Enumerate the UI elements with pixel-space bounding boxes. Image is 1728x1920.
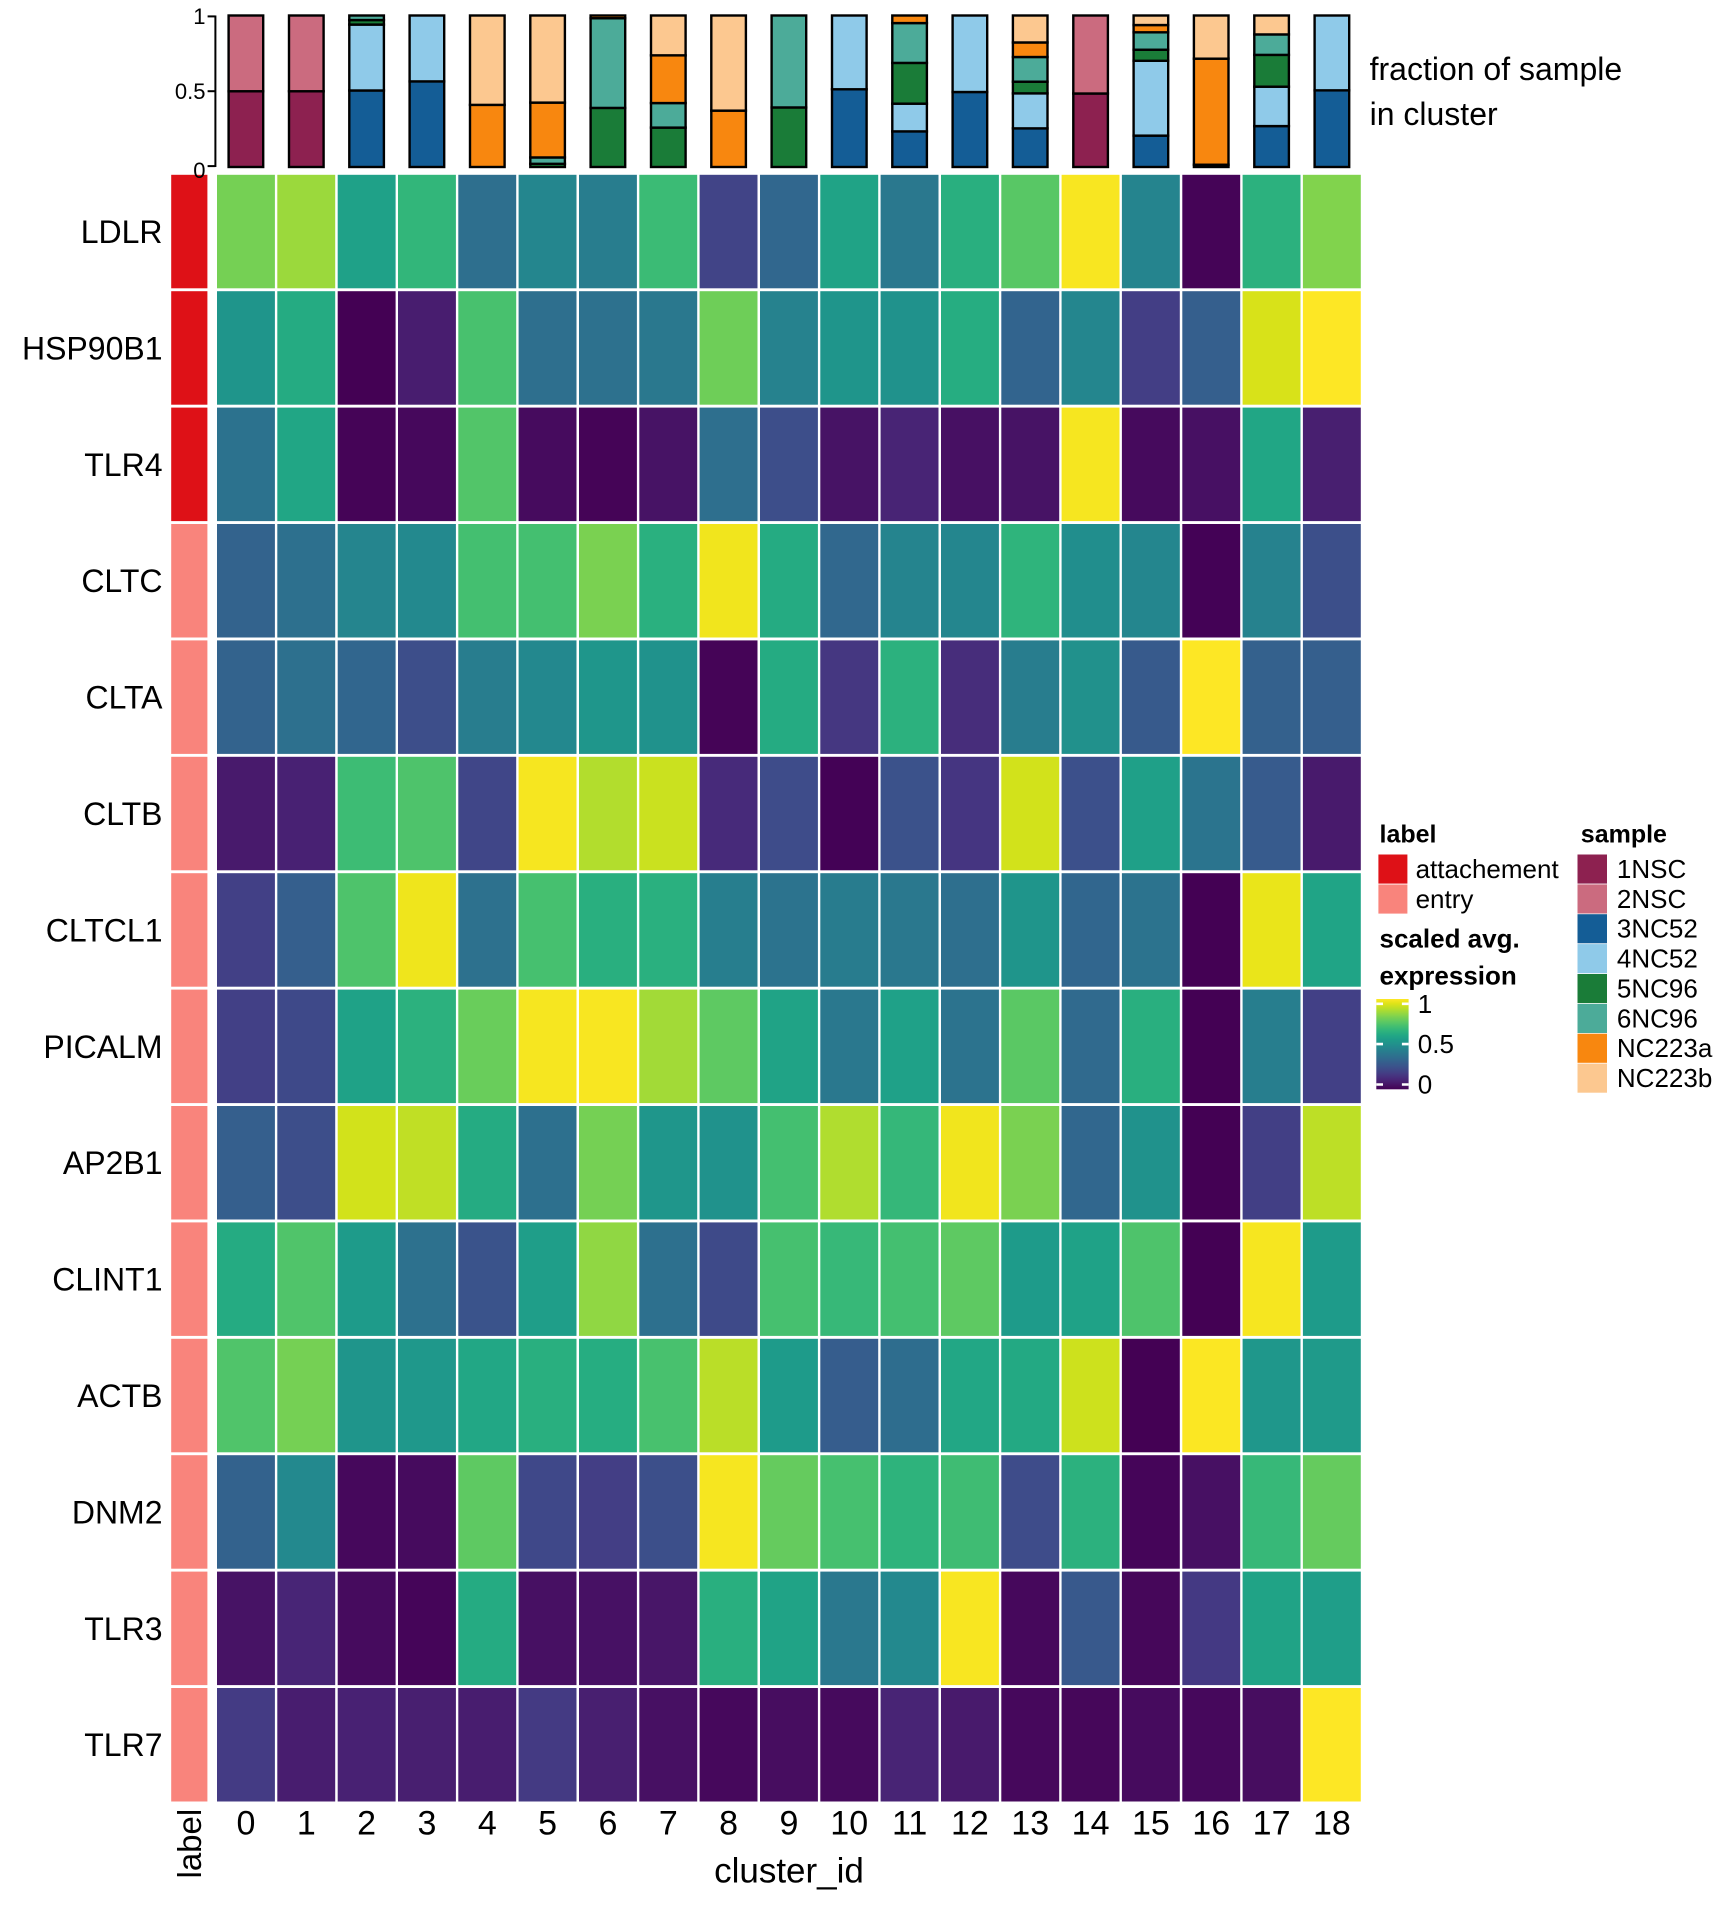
svg-text:3: 3 (417, 1805, 436, 1843)
svg-text:LDLR: LDLR (81, 214, 163, 250)
svg-text:17: 17 (1253, 1805, 1291, 1843)
svg-text:18: 18 (1313, 1805, 1351, 1843)
svg-text:scaled avg.: scaled avg. (1380, 924, 1520, 954)
svg-text:11: 11 (892, 1805, 927, 1843)
svg-text:1NSC: 1NSC (1617, 854, 1686, 884)
svg-text:3NC52: 3NC52 (1617, 914, 1698, 944)
svg-text:7: 7 (659, 1805, 678, 1843)
svg-text:9: 9 (779, 1805, 798, 1843)
svg-text:TLR7: TLR7 (84, 1727, 162, 1763)
svg-text:5NC96: 5NC96 (1617, 974, 1698, 1004)
svg-text:sample: sample (1581, 821, 1667, 849)
svg-text:in cluster: in cluster (1370, 96, 1498, 132)
svg-text:8: 8 (719, 1805, 738, 1843)
svg-text:ACTB: ACTB (77, 1378, 162, 1414)
svg-text:0.5: 0.5 (175, 79, 206, 104)
svg-text:attachement: attachement (1416, 854, 1560, 884)
svg-text:fraction of sample: fraction of sample (1370, 51, 1623, 87)
svg-text:2NSC: 2NSC (1617, 884, 1686, 914)
svg-text:AP2B1: AP2B1 (63, 1145, 163, 1181)
svg-text:0: 0 (1418, 1070, 1432, 1100)
svg-text:6NC96: 6NC96 (1617, 1003, 1698, 1033)
svg-text:CLINT1: CLINT1 (52, 1262, 162, 1298)
svg-text:CLTCL1: CLTCL1 (46, 913, 163, 949)
svg-text:4: 4 (478, 1805, 497, 1843)
svg-text:HSP90B1: HSP90B1 (22, 331, 163, 367)
svg-text:12: 12 (951, 1805, 989, 1843)
svg-text:label: label (171, 1809, 208, 1879)
svg-text:13: 13 (1011, 1805, 1049, 1843)
svg-text:cluster_id: cluster_id (714, 1852, 864, 1891)
svg-text:DNM2: DNM2 (72, 1495, 163, 1531)
svg-text:entry: entry (1416, 884, 1474, 914)
svg-text:16: 16 (1192, 1805, 1230, 1843)
svg-text:0.5: 0.5 (1418, 1029, 1454, 1059)
svg-text:TLR3: TLR3 (84, 1611, 162, 1647)
svg-text:0: 0 (236, 1805, 255, 1843)
svg-text:TLR4: TLR4 (84, 447, 162, 483)
svg-text:14: 14 (1072, 1805, 1110, 1843)
svg-text:PICALM: PICALM (43, 1029, 162, 1065)
svg-text:1: 1 (193, 4, 205, 29)
svg-text:1: 1 (1418, 989, 1432, 1019)
svg-text:CLTA: CLTA (85, 680, 163, 716)
svg-text:10: 10 (830, 1805, 868, 1843)
svg-text:4NC52: 4NC52 (1617, 944, 1698, 974)
svg-text:2: 2 (357, 1805, 376, 1843)
svg-text:CLTC: CLTC (81, 563, 162, 599)
svg-text:5: 5 (538, 1805, 557, 1843)
svg-text:0: 0 (193, 158, 205, 183)
svg-text:label: label (1380, 821, 1437, 849)
svg-text:NC223b: NC223b (1617, 1063, 1712, 1093)
svg-text:NC223a: NC223a (1617, 1033, 1713, 1063)
svg-text:CLTB: CLTB (83, 796, 162, 832)
svg-text:6: 6 (598, 1805, 617, 1843)
svg-text:1: 1 (297, 1805, 316, 1843)
svg-text:expression: expression (1380, 960, 1517, 990)
svg-text:15: 15 (1132, 1805, 1170, 1843)
